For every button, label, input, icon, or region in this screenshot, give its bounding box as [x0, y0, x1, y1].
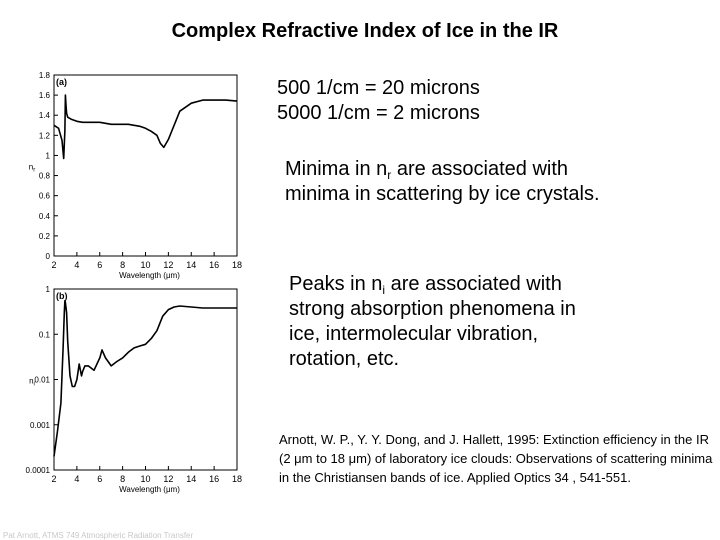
chart-b-x-tick-label: 18 — [232, 474, 242, 484]
chart-a-x-tick-label: 14 — [186, 260, 196, 270]
chart-b-x-tick-label: 10 — [140, 474, 150, 484]
chart-a-x-tick-label: 12 — [163, 260, 173, 270]
chart-a-x-tick-label: 4 — [74, 260, 79, 270]
chart-a-x-tick-label: 16 — [209, 260, 219, 270]
chart-a-x-tick-label: 10 — [140, 260, 150, 270]
chart-b-y-tick-label: 1 — [46, 285, 51, 294]
chart-b-x-tick-label: 16 — [209, 474, 219, 484]
chart-b-series-line — [53, 299, 237, 457]
note-peaks-post: are associated with strong absorption ph… — [289, 273, 576, 370]
chart-b-frame — [53, 288, 238, 471]
conversion-line-2: 5000 1/cm = 2 microns — [277, 102, 480, 124]
chart-a-x-tick-label: 18 — [232, 260, 242, 270]
chart-a-y-tick-label: 0 — [46, 252, 51, 261]
chart-b-x-tick-label: 4 — [74, 474, 79, 484]
unit-conversions: 500 1/cm = 20 microns 5000 1/cm = 2 micr… — [277, 76, 480, 126]
note-peaks-sub: i — [382, 283, 386, 297]
chart-b-x-axis-label: Wavelength (μm) — [119, 485, 180, 494]
chart-b-y-tick-label: 0.1 — [39, 330, 51, 339]
chart-b-x-tick-label: 8 — [120, 474, 125, 484]
chart-a-y-tick-label: 0.4 — [39, 212, 51, 221]
note-minima: Minima in nr are associated with minima … — [285, 157, 605, 207]
chart-a-y-tick-label: 0.8 — [39, 172, 51, 181]
chart-a-y-tick-label: 0.6 — [39, 192, 51, 201]
chart-b-x-tick-label: 12 — [163, 474, 173, 484]
note-peaks: Peaks in ni are associated with strong a… — [289, 272, 609, 372]
chart-b-y-tick-label: 0.01 — [34, 376, 50, 385]
chart-a-x-tick-label: 2 — [51, 260, 56, 270]
chart-a-x-tick-label: 8 — [120, 260, 125, 270]
chart-a-y-tick-label: 1.8 — [39, 71, 51, 80]
chart-a-y-tick-label: 1.4 — [39, 111, 51, 120]
slide-title: Complex Refractive Index of Ice in the I… — [171, 20, 559, 42]
chart-b-panel-label: (b) — [56, 291, 68, 301]
chart-a-y-tick-label: 1 — [46, 151, 51, 160]
note-minima-pre: Minima in n — [285, 158, 388, 180]
note-minima-post: are associated with minima in scattering… — [285, 158, 600, 205]
chart-b-y-tick-label: 0.001 — [30, 421, 51, 430]
chart-a-y-tick-label: 1.6 — [39, 91, 51, 100]
chart-a-x-axis-label: Wavelength (μm) — [119, 271, 180, 280]
note-peaks-pre: Peaks in n — [289, 273, 383, 295]
chart-a-series-line — [53, 94, 238, 160]
chart-b-x-tick-label: 6 — [97, 474, 102, 484]
chart-b-x-tick-label: 14 — [186, 474, 196, 484]
conversion-line-1: 500 1/cm = 20 microns — [277, 77, 480, 99]
chart-a-frame — [53, 74, 238, 257]
chart-b-y-tick-label: 0.0001 — [26, 466, 51, 475]
chart-a-y-tick-label: 0.2 — [39, 232, 51, 241]
chart-a-y-tick-label: 1.2 — [39, 131, 51, 140]
citation: Arnott, W. P., Y. Y. Dong, and J. Hallet… — [279, 432, 713, 485]
chart-a-panel-label: (a) — [56, 77, 67, 87]
note-minima-sub: r — [387, 168, 392, 182]
chart-b-x-tick-label: 2 — [51, 474, 56, 484]
footer-credit: Pat Arnott, ATMS 749 Atmospheric Radiati… — [3, 531, 194, 540]
chart-a-x-tick-label: 6 — [97, 260, 102, 270]
chart-b-y-axis-label: ni — [29, 377, 35, 388]
chart-a-y-axis-label: nr — [29, 163, 35, 174]
